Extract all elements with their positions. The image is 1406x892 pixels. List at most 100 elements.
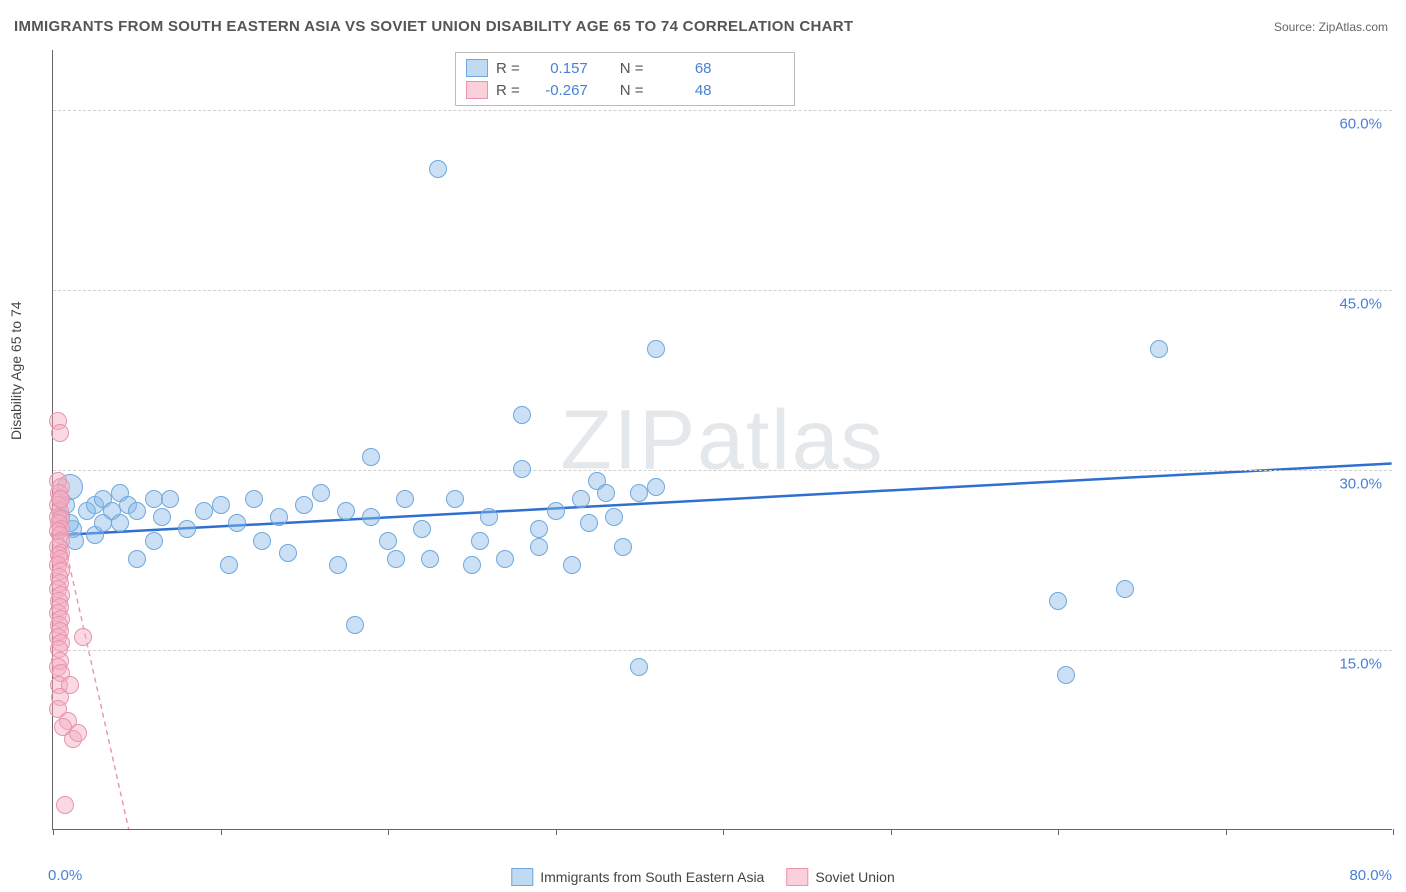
source-attribution: Source: ZipAtlas.com — [1274, 20, 1388, 34]
x-tick — [723, 829, 724, 835]
watermark: ZIPatlas — [560, 391, 884, 488]
x-axis-max-label: 80.0% — [1349, 867, 1392, 884]
data-point — [429, 160, 447, 178]
data-point — [178, 520, 196, 538]
gridline — [53, 650, 1392, 651]
x-tick — [388, 829, 389, 835]
data-point — [337, 502, 355, 520]
correlation-legend: R = 0.157 N = 68 R = -0.267 N = 48 — [455, 52, 795, 106]
y-tick-label: 30.0% — [1339, 476, 1382, 493]
data-point — [471, 532, 489, 550]
data-point — [547, 502, 565, 520]
y-tick-label: 45.0% — [1339, 296, 1382, 313]
legend-row: R = 0.157 N = 68 — [466, 57, 784, 79]
data-point — [295, 496, 313, 514]
data-point — [513, 406, 531, 424]
data-point — [161, 490, 179, 508]
r-label: R = — [496, 82, 520, 99]
data-point — [56, 796, 74, 814]
data-point — [329, 556, 347, 574]
data-point — [572, 490, 590, 508]
data-point — [463, 556, 481, 574]
data-point — [312, 484, 330, 502]
data-point — [362, 448, 380, 466]
x-tick — [1226, 829, 1227, 835]
data-point — [496, 550, 514, 568]
legend-row: R = -0.267 N = 48 — [466, 79, 784, 101]
legend-swatch — [466, 59, 488, 77]
plot-area: ZIPatlas 15.0% 30.0% 45.0% 60.0% — [52, 50, 1392, 830]
x-tick — [1058, 829, 1059, 835]
y-tick-label: 15.0% — [1339, 656, 1382, 673]
data-point — [605, 508, 623, 526]
y-axis-label: Disability Age 65 to 74 — [8, 301, 24, 440]
trend-lines-layer — [53, 50, 1392, 829]
data-point — [396, 490, 414, 508]
data-point — [51, 424, 69, 442]
data-point — [387, 550, 405, 568]
series-legend: Immigrants from South Eastern Asia Soviet… — [511, 868, 894, 886]
legend-swatch — [466, 81, 488, 99]
data-point — [253, 532, 271, 550]
r-value: 0.157 — [528, 60, 588, 77]
data-point — [630, 658, 648, 676]
data-point — [446, 490, 464, 508]
data-point — [647, 340, 665, 358]
data-point — [220, 556, 238, 574]
data-point — [647, 478, 665, 496]
n-value: 48 — [652, 82, 712, 99]
n-label: N = — [620, 82, 644, 99]
x-tick — [53, 829, 54, 835]
data-point — [480, 508, 498, 526]
r-label: R = — [496, 60, 520, 77]
gridline — [53, 290, 1392, 291]
data-point — [228, 514, 246, 532]
r-value: -0.267 — [528, 82, 588, 99]
legend-label: Immigrants from South Eastern Asia — [540, 869, 764, 885]
data-point — [597, 484, 615, 502]
data-point — [530, 520, 548, 538]
data-point — [61, 676, 79, 694]
legend-item: Immigrants from South Eastern Asia — [511, 868, 764, 886]
x-axis-min-label: 0.0% — [48, 867, 82, 884]
x-tick — [556, 829, 557, 835]
data-point — [111, 514, 129, 532]
n-label: N = — [620, 60, 644, 77]
data-point — [580, 514, 598, 532]
data-point — [513, 460, 531, 478]
legend-swatch — [511, 868, 533, 886]
data-point — [1116, 580, 1134, 598]
legend-label: Soviet Union — [815, 869, 894, 885]
y-tick-label: 60.0% — [1339, 116, 1382, 133]
data-point — [530, 538, 548, 556]
data-point — [362, 508, 380, 526]
legend-swatch — [786, 868, 808, 886]
data-point — [279, 544, 297, 562]
x-tick — [1393, 829, 1394, 835]
data-point — [245, 490, 263, 508]
n-value: 68 — [652, 60, 712, 77]
data-point — [413, 520, 431, 538]
data-point — [1057, 666, 1075, 684]
data-point — [630, 484, 648, 502]
data-point — [270, 508, 288, 526]
data-point — [74, 628, 92, 646]
legend-item: Soviet Union — [786, 868, 894, 886]
x-tick — [221, 829, 222, 835]
data-point — [346, 616, 364, 634]
chart-title: IMMIGRANTS FROM SOUTH EASTERN ASIA VS SO… — [14, 18, 853, 35]
data-point — [145, 532, 163, 550]
data-point — [145, 490, 163, 508]
data-point — [52, 490, 70, 508]
data-point — [1049, 592, 1067, 610]
data-point — [421, 550, 439, 568]
data-point — [563, 556, 581, 574]
data-point — [212, 496, 230, 514]
data-point — [128, 502, 146, 520]
gridline — [53, 110, 1392, 111]
data-point — [379, 532, 397, 550]
data-point — [614, 538, 632, 556]
data-point — [128, 550, 146, 568]
x-tick — [891, 829, 892, 835]
data-point — [195, 502, 213, 520]
